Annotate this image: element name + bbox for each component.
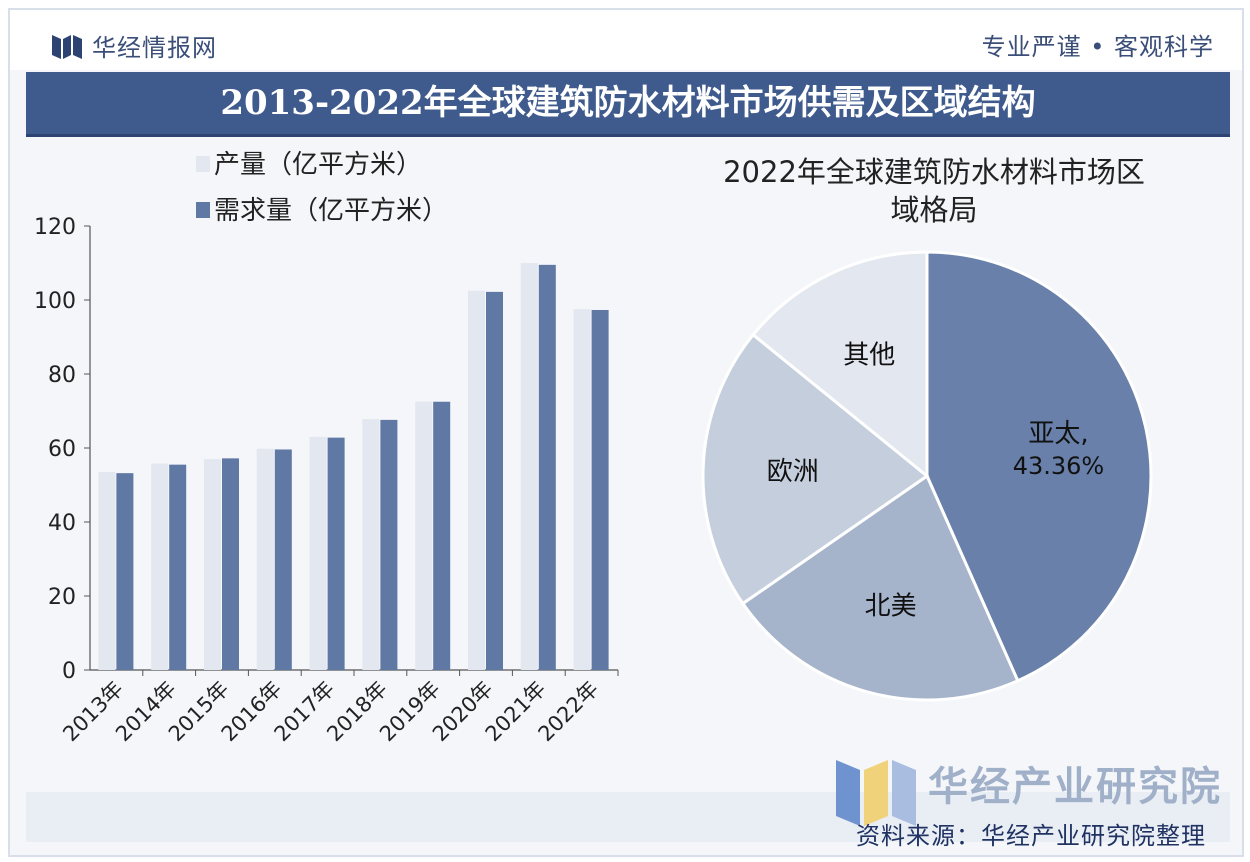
y-tick-label: 40 (48, 511, 76, 536)
bar-demand (222, 458, 239, 670)
bar-demand (274, 449, 292, 670)
y-tick-label: 60 (48, 437, 76, 462)
legend-label-production: 产量（亿平方米） (214, 150, 422, 180)
bar-chart: 0204060801001202013年2014年2015年2016年2017年… (34, 150, 619, 747)
pie-slice-label: 北美 (865, 591, 917, 621)
bar-production (256, 448, 274, 670)
bar-demand (116, 473, 134, 670)
chart-canvas: 0204060801001202013年2014年2015年2016年2017年… (34, 150, 1153, 747)
bar-demand (486, 291, 503, 670)
legend-swatch-demand (196, 202, 210, 218)
y-tick-label: 20 (48, 585, 76, 610)
pie-title-line: 域格局 (890, 193, 977, 227)
pie-title-line: 2022年全球建筑防水材料市场区 (723, 155, 1145, 189)
y-tick-label: 80 (48, 363, 76, 388)
pie-slice-value: 43.36% (1013, 452, 1105, 480)
bar-production (468, 290, 485, 670)
bar-demand (591, 309, 609, 670)
infographic-frame: 华经情报网 专业严谨 • 客观科学 2013-2022年全球建筑防水材料市场供需… (8, 8, 1244, 857)
legend-swatch-production (196, 156, 210, 172)
legend-label-demand: 需求量（亿平方米） (214, 196, 448, 226)
bar-demand (433, 401, 451, 670)
footer-bar (26, 792, 1230, 842)
brand-logo-icon (52, 34, 82, 59)
bar-demand (327, 437, 345, 670)
y-tick-label: 0 (62, 659, 76, 684)
pie-slice-label: 其他 (843, 341, 895, 371)
title-bar: 2013-2022年全球建筑防水材料市场供需及区域结构 (26, 72, 1230, 137)
bar-production (204, 459, 221, 670)
bar-demand (169, 464, 187, 670)
y-tick-label: 100 (34, 289, 76, 314)
data-source: 资料来源：华经产业研究院整理 (856, 822, 1206, 850)
bar-demand (538, 264, 556, 670)
y-tick-label: 120 (34, 215, 76, 240)
brand-name: 华经情报网 (92, 34, 217, 62)
bar-production (151, 463, 169, 670)
bar-production (520, 263, 538, 670)
research-institute-name: 华经产业研究院 (928, 764, 1222, 810)
page-title: 2013-2022年全球建筑防水材料市场供需及区域结构 (220, 83, 1036, 123)
x-tick-label: 2022年 (534, 677, 604, 747)
bar-production (573, 309, 591, 670)
pie-slice (701, 332, 930, 606)
pie-slice-label: 亚太, (1028, 419, 1088, 449)
research-institute-logo-icon (836, 760, 916, 826)
brand-logo: 华经情报网 (52, 28, 217, 63)
bar-demand (380, 419, 398, 670)
pie-slice (740, 473, 1020, 702)
bar-production (415, 401, 433, 670)
bar-production (309, 436, 327, 670)
bar-production (362, 419, 380, 670)
slogan: 专业严谨 • 客观科学 (981, 33, 1214, 61)
pie-slice (751, 250, 929, 480)
pie-slice (925, 250, 1153, 683)
bar-production (98, 472, 116, 670)
header-bar: 华经情报网 专业严谨 • 客观科学 (10, 10, 1242, 70)
pie-slice-label: 欧洲 (767, 457, 819, 487)
